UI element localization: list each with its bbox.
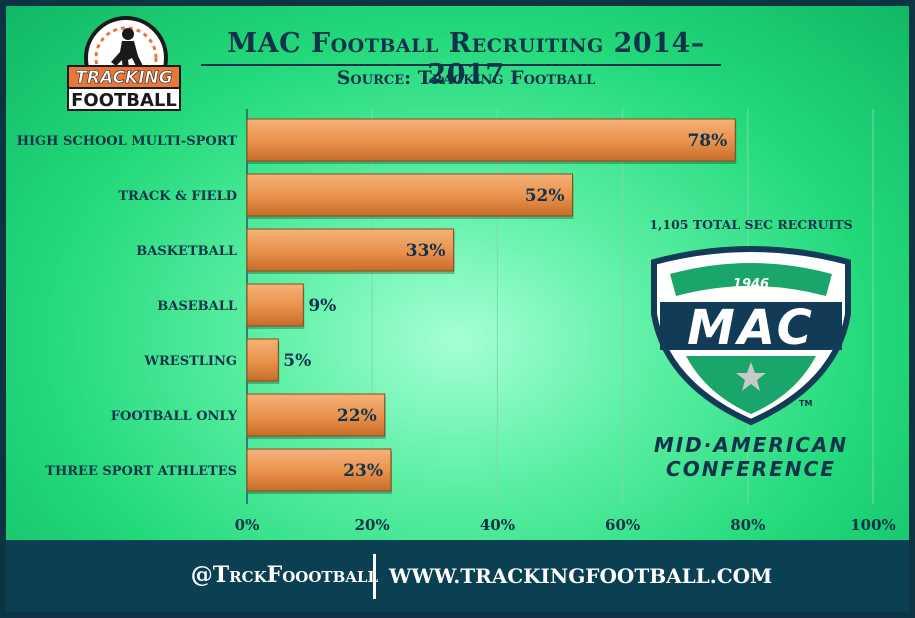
total-recruits-note: 1,105 TOTAL SEC RECRUITS [649,217,853,232]
mac-shield-bottom [686,356,816,414]
footer-bar: @TrckFoootball WWW.TRACKINGFOOTBALL.COM [6,540,909,612]
value-label: 23% [343,461,383,481]
x-tick-label: 20% [355,516,390,534]
x-tick-label: 40% [480,516,515,534]
x-tick-label: 80% [730,516,765,534]
twitter-handle[interactable]: @TrckFoootball [190,562,378,588]
title-underline [201,64,721,66]
x-tick-label: 0% [235,516,260,534]
category-label: HIGH SCHOOL MULTI-SPORT [17,134,238,149]
trademark-mark: TM [799,399,813,408]
logo-text-football: FOOTBALL [71,90,177,111]
mac-conference-logo: 1946 MAC [651,246,851,426]
x-tick-label: 60% [605,516,640,534]
logo-track [94,26,158,90]
value-label: 78% [687,131,727,151]
mac-letters: MAC [687,300,815,356]
mac-letters-band [660,302,842,350]
category-labels: HIGH SCHOOL MULTI-SPORT TRACK & FIELD BASK… [17,134,238,479]
mac-year: 1946 [733,277,769,292]
value-label: 9% [308,296,336,316]
value-label: 22% [337,406,377,426]
logo-banner-bottom [67,87,181,111]
value-label: 33% [406,241,446,261]
bar [246,228,455,272]
running-player-icon [111,28,144,74]
bar [246,338,279,382]
value-labels: 78% 52% 33% 9% 5% 22% 23% [283,131,727,481]
bar [246,393,386,437]
bar-chart: HIGH SCHOOL MULTI-SPORT TRACK & FIELD BASK… [17,109,896,534]
category-label: FOOTBALL ONLY [111,409,238,424]
bar [246,173,574,217]
tracking-football-logo: TRACKING FOOTBALL [67,16,181,111]
x-axis-tick-labels: 0% 20% 40% 60% 80% 100% [235,516,896,534]
bars [246,118,737,494]
category-label: THREE SPORT ATHLETES [45,464,237,479]
value-label: 5% [283,351,311,371]
footer-divider [373,554,376,599]
category-label: BASKETBALL [136,244,237,259]
bar [246,283,304,327]
star-icon [736,362,766,391]
chart-subtitle: Source: Tracking Football [336,67,596,89]
bar [246,118,736,162]
bar [246,448,392,492]
category-label: WRESTLING [143,354,237,369]
x-tick-label: 100% [850,516,896,534]
website-link[interactable]: WWW.TRACKINGFOOTBALL.COM [389,564,773,588]
category-label: BASEBALL [157,299,237,314]
conference-name-line2: CONFERENCE [666,457,836,481]
logo-text-tracking: TRACKING [75,68,173,88]
value-label: 52% [525,186,565,206]
conference-name-line1: MID·AMERICAN [653,433,849,457]
category-label: TRACK & FIELD [118,189,237,204]
mac-shield-top-band [670,263,832,296]
